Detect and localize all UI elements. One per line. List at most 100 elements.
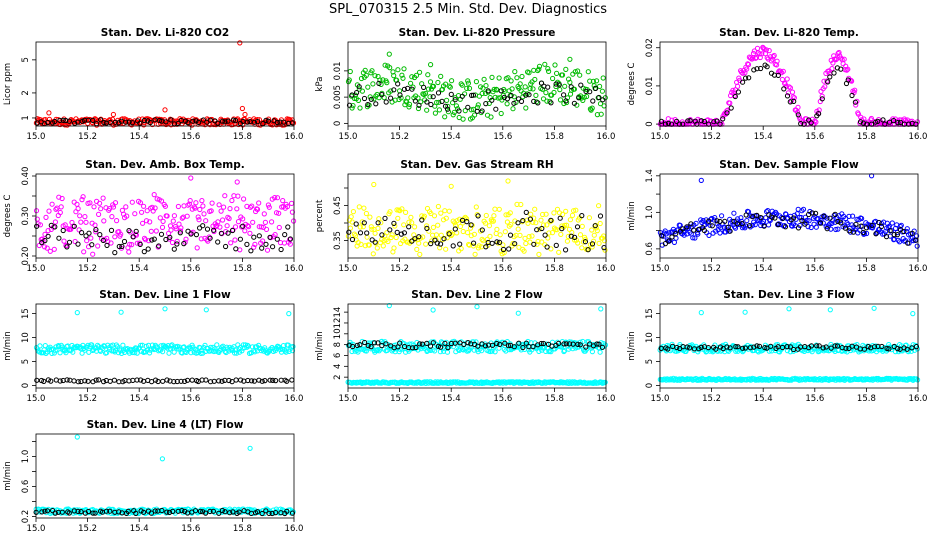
- data-point: [575, 240, 581, 246]
- data-point: [787, 99, 793, 105]
- data-point: [44, 245, 50, 251]
- data-point: [554, 227, 560, 233]
- data-point: [386, 303, 392, 309]
- data-point: [239, 348, 245, 354]
- data-point: [245, 223, 251, 229]
- data-point: [126, 228, 132, 234]
- data-point: [449, 78, 455, 84]
- data-point: [540, 96, 547, 102]
- data-point: [806, 117, 812, 123]
- chart-panel-6: Stan. Dev. Sample Flow ml/min 15.0 15.2 15.4…: [627, 159, 927, 274]
- data-point: [523, 340, 529, 346]
- data-point: [250, 219, 256, 225]
- chart-title: Stan. Dev. Sample Flow: [719, 159, 859, 171]
- data-point: [34, 377, 40, 383]
- data-point: [520, 218, 526, 224]
- data-point: [409, 74, 415, 80]
- data-point: [409, 86, 415, 92]
- data-point: [450, 100, 456, 106]
- data-point: [225, 118, 231, 124]
- chart-title: Stan. Dev. Line 1 Flow: [99, 289, 231, 301]
- data-point: [444, 235, 450, 241]
- data-point: [389, 232, 395, 238]
- data-points: [657, 305, 921, 383]
- data-point: [732, 225, 739, 231]
- data-point: [789, 89, 796, 95]
- data-point: [740, 79, 746, 85]
- data-point: [186, 201, 192, 207]
- x-tick-label: 15.0: [27, 264, 46, 274]
- data-point: [138, 377, 144, 383]
- data-point: [392, 223, 398, 229]
- data-point: [111, 377, 118, 383]
- data-point: [263, 226, 270, 232]
- data-point: [832, 219, 838, 225]
- data-point: [896, 239, 903, 245]
- data-point: [62, 222, 68, 228]
- y-tick-label: 2: [333, 374, 343, 379]
- data-point: [802, 221, 808, 227]
- data-point: [201, 119, 207, 126]
- data-point: [251, 234, 257, 240]
- data-point: [466, 241, 472, 248]
- y-tick-label: 5: [21, 57, 31, 62]
- data-point: [424, 223, 430, 229]
- data-point: [752, 222, 758, 228]
- data-point: [171, 246, 177, 252]
- data-point: [869, 222, 875, 228]
- data-point: [745, 62, 752, 68]
- data-point: [516, 340, 522, 346]
- data-point: [575, 341, 581, 347]
- data-point: [487, 233, 493, 239]
- data-point: [734, 221, 741, 227]
- data-point: [219, 378, 225, 384]
- data-point: [674, 118, 680, 125]
- data-point: [453, 222, 459, 228]
- data-points: [33, 434, 296, 517]
- data-point: [198, 236, 204, 242]
- data-point: [698, 310, 704, 316]
- data-point: [208, 208, 214, 214]
- data-point: [827, 215, 833, 221]
- data-point: [273, 210, 280, 216]
- data-point: [375, 225, 381, 231]
- x-tick-label: 15.8: [233, 132, 252, 142]
- data-point: [764, 64, 770, 70]
- data-point: [350, 343, 356, 350]
- data-point: [195, 214, 201, 220]
- data-point: [254, 117, 260, 123]
- data-point: [179, 215, 185, 221]
- data-point: [543, 211, 549, 217]
- data-point: [112, 200, 119, 206]
- data-point: [705, 345, 712, 351]
- x-tick-label: 15.4: [754, 264, 773, 274]
- data-point: [356, 84, 362, 90]
- data-point: [361, 205, 367, 211]
- data-point: [472, 251, 478, 257]
- data-point: [474, 108, 480, 114]
- data-point: [819, 93, 825, 99]
- data-point: [718, 225, 724, 231]
- data-point: [714, 118, 720, 124]
- data-point: [398, 231, 404, 237]
- data-point: [464, 219, 470, 225]
- data-point: [230, 117, 236, 123]
- data-point: [564, 238, 571, 244]
- data-point: [842, 225, 849, 231]
- data-point: [833, 226, 839, 233]
- data-point: [879, 343, 885, 350]
- data-point: [571, 208, 577, 214]
- data-point: [857, 119, 864, 125]
- data-point: [379, 343, 385, 349]
- data-point: [247, 204, 253, 210]
- data-point: [415, 105, 422, 112]
- data-point: [546, 348, 552, 355]
- data-point: [589, 244, 595, 250]
- data-point: [66, 239, 73, 245]
- data-point: [194, 245, 200, 251]
- data-point: [448, 91, 454, 98]
- data-point: [388, 234, 394, 241]
- data-point: [386, 51, 392, 57]
- data-point: [118, 231, 124, 237]
- data-point: [450, 112, 456, 118]
